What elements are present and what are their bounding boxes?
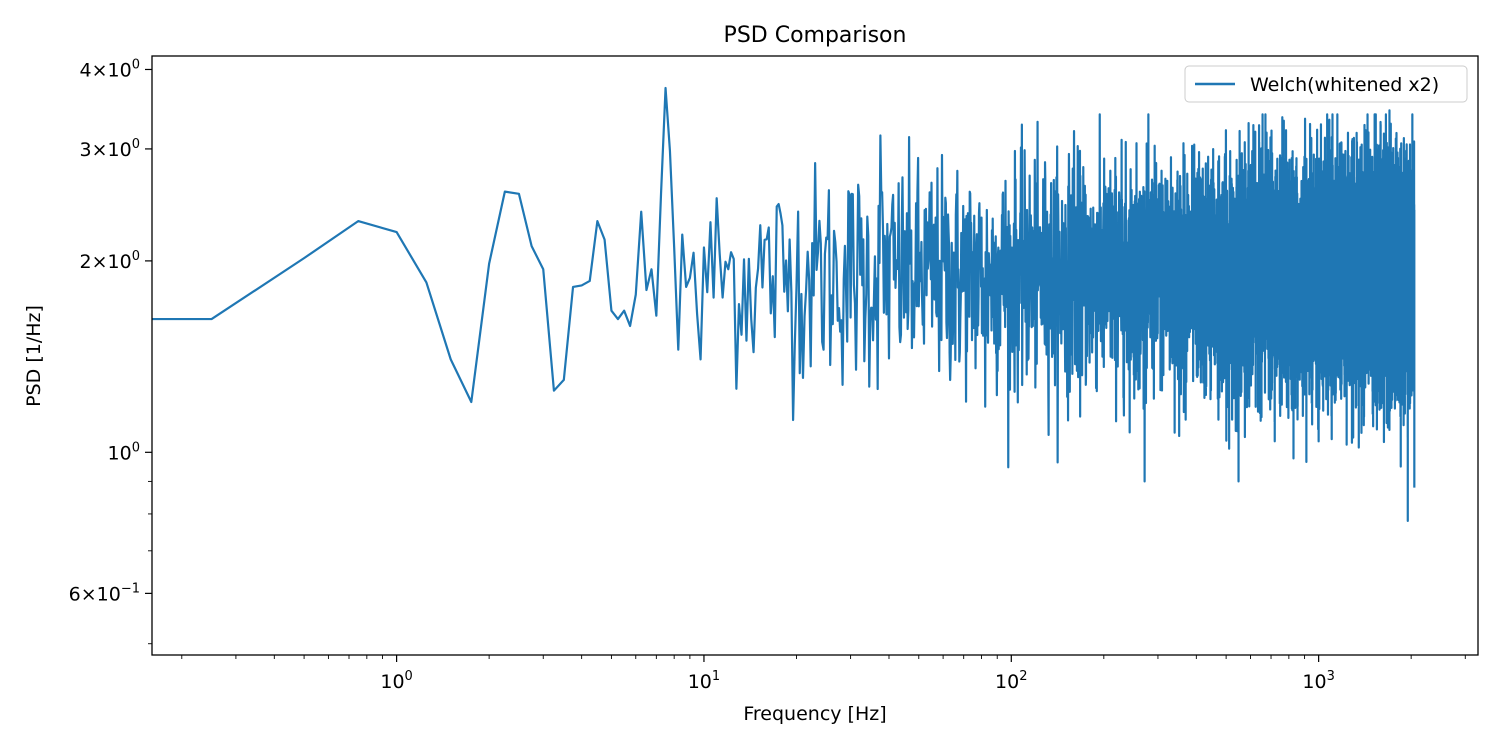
x-axis-label: Frequency [Hz]: [743, 703, 886, 725]
series-line-welch: [152, 86, 1416, 523]
legend: Welch(whitened x2): [1184, 65, 1468, 103]
y-tick-label: 3×100: [80, 137, 140, 161]
chart-title: PSD Comparison: [724, 23, 907, 48]
x-tick-label: 103: [1302, 669, 1334, 693]
y-tick-label: 4×100: [80, 57, 140, 81]
y-tick-label: 6×10−1: [69, 581, 140, 605]
y-axis-label: PSD [1/Hz]: [23, 305, 45, 407]
legend-box: [1184, 65, 1468, 103]
y-tick-label: 2×100: [80, 249, 140, 273]
y-tick-label: 100: [108, 440, 140, 464]
x-tick-label: 101: [688, 669, 720, 693]
plot-frame: [151, 55, 1479, 656]
x-tick-label: 102: [995, 669, 1027, 693]
legend-label: Welch(whitened x2): [1250, 74, 1439, 96]
x-tick-label: 100: [380, 669, 412, 693]
